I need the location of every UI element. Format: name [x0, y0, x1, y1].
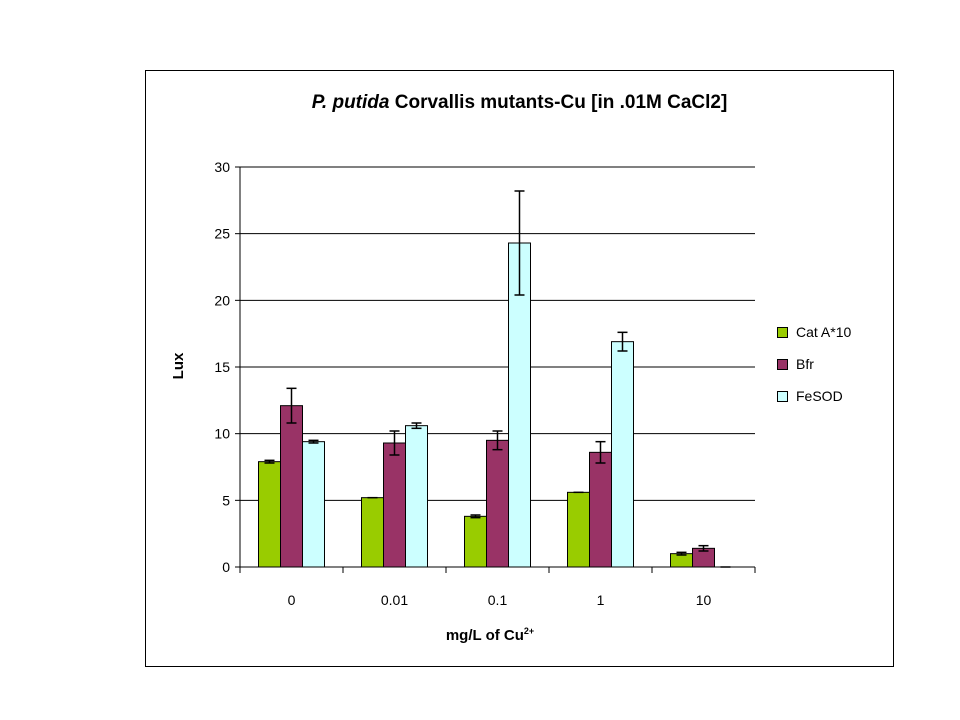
x-axis-label: mg/L of Cu2+: [340, 626, 640, 644]
chart-title: P. putida Corvallis mutants-Cu [in .01M …: [145, 92, 894, 114]
bar: [486, 439, 509, 568]
chart-title-italic: P. putida: [311, 92, 390, 113]
legend-item-cat-a: Cat A*10: [777, 322, 851, 342]
legend-label-cat-a: Cat A*10: [796, 324, 852, 340]
legend-label-fesod: FeSOD: [796, 388, 843, 404]
legend-swatch-fesod: [777, 390, 788, 402]
y-tick-label: 15: [214, 359, 230, 375]
bar: [611, 341, 634, 568]
legend-swatch-cat-a: [777, 326, 788, 338]
x-tick-label: 10: [696, 592, 712, 608]
y-tick-label: 10: [214, 426, 230, 442]
legend-item-fesod: FeSOD: [777, 386, 843, 406]
y-axis-label: Lux: [170, 352, 187, 380]
bar: [258, 461, 281, 568]
y-tick-label: 25: [214, 226, 230, 242]
legend: Cat A*10 Bfr FeSOD: [767, 316, 889, 414]
bar: [302, 441, 325, 568]
x-tick-label: 0: [288, 592, 296, 608]
bar: [567, 491, 590, 568]
x-axis-label-main: mg/L of Cu: [445, 627, 524, 644]
legend-label-bfr: Bfr: [796, 356, 814, 372]
y-tick-label: 0: [222, 559, 230, 575]
bar: [405, 425, 428, 568]
x-axis-label-sup: 2+: [523, 626, 535, 636]
x-tick-label: 1: [597, 592, 605, 608]
bar: [589, 451, 612, 568]
bar: [383, 442, 406, 568]
x-tick-label: 0.1: [488, 592, 508, 608]
y-tick-label: 5: [222, 492, 230, 508]
legend-item-bfr: Bfr: [777, 354, 814, 374]
bar: [361, 497, 384, 568]
legend-swatch-bfr: [777, 358, 788, 370]
bar: [464, 515, 487, 568]
bar: [280, 405, 303, 568]
x-tick-label: 0.01: [381, 592, 408, 608]
chart-title-rest: Corvallis mutants-Cu [in .01M CaCl2]: [389, 92, 728, 113]
y-tick-label: 20: [214, 292, 230, 308]
y-tick-label: 30: [214, 159, 230, 175]
